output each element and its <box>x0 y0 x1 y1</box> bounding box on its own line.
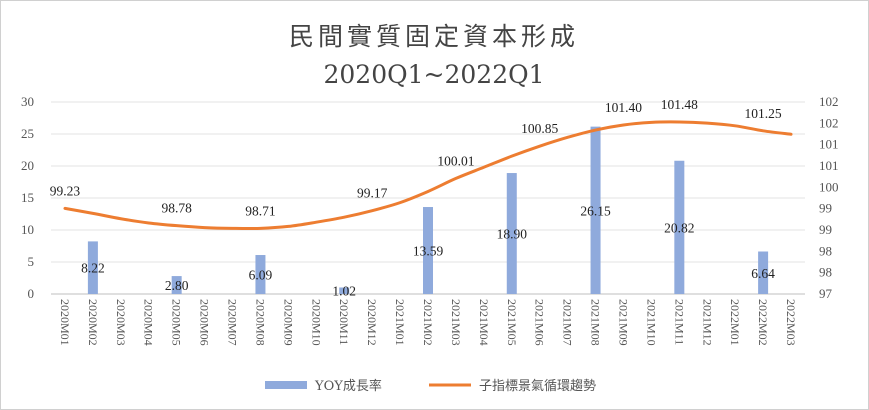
bar <box>171 276 182 294</box>
x-tick-label: 2021M11 <box>672 299 686 345</box>
bar-data-label: 26.15 <box>580 203 611 218</box>
x-tick-label: 2020M06 <box>198 299 212 346</box>
bar <box>423 207 433 294</box>
x-tick-label: 2020M04 <box>142 299 156 346</box>
y-axis-right: 97 98 98 99 99 100 101 101 102 102 <box>819 94 839 301</box>
x-tick-label: 2022M01 <box>728 299 742 346</box>
x-tick-label: 2020M01 <box>58 299 72 346</box>
legend-swatch-bar <box>265 381 307 389</box>
x-tick-label: 2021M10 <box>644 299 658 346</box>
y-right-tick-label: 101 <box>819 137 839 152</box>
y-left-tick-label: 10 <box>21 222 34 237</box>
line-series <box>63 120 793 231</box>
bar-data-label: 13.59 <box>413 244 444 259</box>
y-right-tick-label: 102 <box>819 94 839 109</box>
x-tick-label: 2021M12 <box>700 299 714 346</box>
y-right-tick-label: 99 <box>819 201 832 216</box>
y-right-tick-label: 100 <box>819 179 839 194</box>
bar <box>255 255 266 294</box>
x-tick-label: 2021M03 <box>449 299 463 346</box>
x-tick-label: 2020M07 <box>226 299 240 346</box>
y-right-tick-label: 98 <box>819 243 832 258</box>
line-data-label: 98.78 <box>161 201 192 216</box>
bar <box>506 173 517 294</box>
bar <box>674 160 685 294</box>
chart-title-line1: 民間實質固定資本形成 <box>289 22 579 51</box>
line-data-label: 100.85 <box>521 121 558 136</box>
line-data-label: 99.23 <box>50 183 81 198</box>
x-tick-label: 2021M07 <box>561 299 575 346</box>
x-tick-label: 2020M02 <box>86 299 100 346</box>
x-tick-label: 2021M05 <box>505 299 519 346</box>
x-tick-label: 2022M03 <box>784 299 798 346</box>
legend-label-line: 子指標景氣循環趨勢 <box>479 379 596 394</box>
x-axis: 2020M01 2020M02 2020M03 2020M04 2020M05 2020M… <box>58 299 798 346</box>
bar <box>87 241 98 294</box>
x-tick-label: 2020M09 <box>281 299 295 346</box>
x-tick-label: 2022M02 <box>756 299 770 346</box>
y-right-tick-label: 101 <box>819 158 839 173</box>
y-left-tick-label: 25 <box>21 126 34 141</box>
line-data-label: 98.71 <box>245 203 275 218</box>
x-tick-label: 2020M03 <box>114 299 128 346</box>
x-tick-label: 2021M02 <box>421 299 435 346</box>
x-tick-label: 2021M09 <box>616 299 630 346</box>
data-labels: 8.22 2.80 6.09 1.02 13.59 18.90 26.15 20.82 6.64… <box>50 97 782 299</box>
legend-label-bar: YOY成長率 <box>314 378 382 394</box>
line-data-label: 101.40 <box>605 100 642 115</box>
trend-line <box>63 120 793 231</box>
y-left-tick-label: 15 <box>21 190 34 205</box>
y-right-tick-label: 98 <box>819 265 832 280</box>
y-right-tick-label: 102 <box>819 115 839 130</box>
line-data-label: 100.01 <box>437 153 474 168</box>
y-right-tick-label: 99 <box>819 222 832 237</box>
x-tick-label: 2020M11 <box>337 299 351 345</box>
x-tick-label: 2021M06 <box>533 299 547 346</box>
x-tick-label: 2020M08 <box>253 299 267 346</box>
chart-title-line2: 2020Q1~2022Q1 <box>324 60 545 89</box>
y-left-tick-label: 20 <box>21 158 34 173</box>
bar-data-label: 20.82 <box>664 220 694 235</box>
bar-data-label: 1.02 <box>332 284 356 299</box>
x-tick-label: 2021M08 <box>589 299 603 346</box>
y-axis-left: 0 5 10 15 20 25 30 <box>21 94 34 301</box>
y-right-tick-label: 97 <box>819 286 833 301</box>
x-tick-label: 2020M10 <box>309 299 323 346</box>
bar <box>590 126 601 294</box>
bar-series <box>87 126 769 294</box>
bar-data-label: 8.22 <box>81 261 105 276</box>
y-left-tick-label: 0 <box>28 286 35 301</box>
line-data-label: 101.25 <box>745 106 782 121</box>
legend: YOY成長率 子指標景氣循環趨勢 <box>265 378 596 394</box>
bar <box>758 251 769 294</box>
bar <box>339 287 350 294</box>
x-tick-label: 2020M05 <box>170 299 184 346</box>
bar-data-label: 6.64 <box>751 266 775 281</box>
y-left-tick-label: 30 <box>21 94 34 109</box>
line-data-label: 99.17 <box>357 186 388 201</box>
x-tick-label: 2021M01 <box>393 299 407 346</box>
x-tick-label: 2020M12 <box>365 299 379 346</box>
bar-data-label: 6.09 <box>249 268 273 283</box>
bar-data-label: 18.90 <box>497 227 528 242</box>
line-data-label: 101.48 <box>661 97 698 112</box>
x-tick-label: 2021M04 <box>477 299 491 346</box>
y-left-tick-label: 5 <box>28 254 35 269</box>
bar-data-label: 2.80 <box>165 278 189 293</box>
